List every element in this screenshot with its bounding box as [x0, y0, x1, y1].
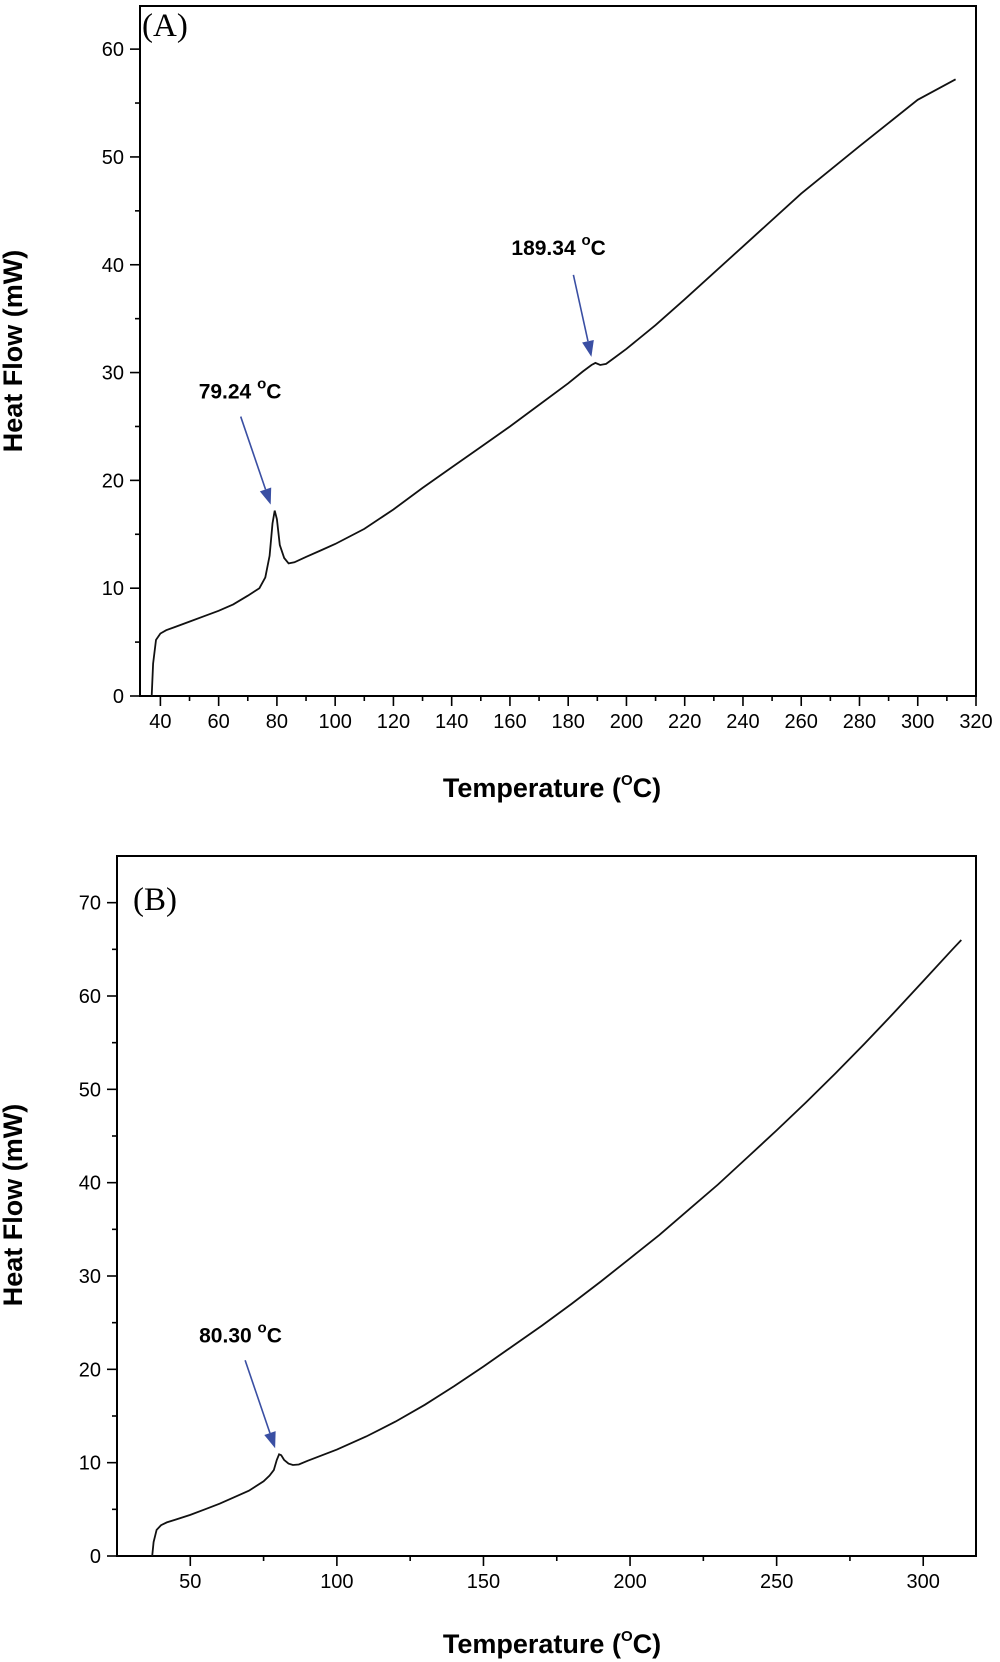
- y-tick-label-a: 20: [102, 470, 124, 492]
- x-tick-label-a: 280: [843, 711, 876, 733]
- y-tick-label-a: 60: [102, 39, 124, 61]
- x-tick-label-b: 150: [467, 1571, 500, 1593]
- annotation-label-unit: C: [267, 1324, 282, 1347]
- y-tick-label-b: 70: [79, 893, 101, 915]
- y-tick-label-b: 0: [90, 1546, 101, 1568]
- annotation-label-unit: C: [266, 381, 281, 404]
- y-tick-label-a: 50: [102, 147, 124, 169]
- annotation-arrow-head: [260, 487, 271, 504]
- y-tick-label-b: 30: [79, 1266, 101, 1288]
- x-tick-label-a: 260: [785, 711, 818, 733]
- series-line-b: [152, 940, 961, 1556]
- x-tick-label-b: 50: [179, 1571, 201, 1593]
- x-axis-title-a: Temperature (OC): [443, 772, 661, 803]
- chart-panel-a: 40 60 80 100 120 140 160 180 200 220 240 260 280 300 3…: [0, 6, 993, 803]
- x-axis-title-b-text: Temperature (: [443, 1629, 621, 1659]
- x-tick-label-a: 100: [318, 711, 351, 733]
- annotation-label-value: 189.34: [511, 237, 581, 260]
- annotation-label-unit: C: [591, 237, 606, 260]
- x-tick-label-b: 250: [760, 1571, 793, 1593]
- y-tick-label-a: 10: [102, 578, 124, 600]
- y-axis-title-b: Heat Flow (mW): [0, 1104, 28, 1307]
- x-axis-title-b-sup: O: [621, 1628, 633, 1645]
- y-tick-label-a: 0: [113, 686, 124, 708]
- y-tick-label-b: 60: [79, 986, 101, 1008]
- annotation-label-degree: o: [581, 232, 590, 249]
- annotation-arrow: [573, 275, 588, 341]
- annotation-arrow: [245, 1360, 270, 1433]
- x-axis-title-a-sup: O: [621, 772, 633, 789]
- plot-frame-b: [117, 856, 976, 1556]
- x-tick-label-a: 60: [208, 711, 230, 733]
- x-tick-label-a: 160: [493, 711, 526, 733]
- x-tick-label-a: 180: [552, 711, 585, 733]
- chart-panel-b: 50 100 150 200 250 300 0 10 20 30 40 50 60 70 80.30 o…: [0, 856, 976, 1659]
- curves-b: [152, 940, 961, 1556]
- x-tick-label-a: 240: [726, 711, 759, 733]
- annotation-arrow-head: [582, 340, 594, 357]
- annotation-label-degree: o: [257, 376, 266, 393]
- x-tick-label-a: 220: [668, 711, 701, 733]
- annotation-label: 80.30 oC: [199, 1319, 282, 1347]
- panel-label-a: (A): [142, 8, 188, 44]
- annotation-label-value: 80.30: [199, 1324, 257, 1347]
- figure: 40 60 80 100 120 140 160 180 200 220 240 260 280 300 3…: [0, 0, 1000, 1662]
- x-tick-label-a: 300: [901, 711, 934, 733]
- annotations-b: 80.30 oC: [199, 1319, 282, 1448]
- y-tick-label-b: 50: [79, 1079, 101, 1101]
- x-tick-label-a: 320: [959, 711, 992, 733]
- y-tick-label-a: 30: [102, 363, 124, 385]
- x-tick-label-a: 200: [610, 711, 643, 733]
- annotation-arrow: [241, 417, 266, 490]
- x-tick-label-b: 100: [320, 1571, 353, 1593]
- x-tick-label-b: 300: [907, 1571, 940, 1593]
- y-tick-label-b: 20: [79, 1359, 101, 1381]
- annotation-label-degree: o: [258, 1319, 267, 1336]
- y-tick-label-b: 10: [79, 1453, 101, 1475]
- ticks-b: 50 100 150 200 250 300 0 10 20 30 40 50 60 70: [79, 893, 940, 1593]
- x-tick-label-a: 140: [435, 711, 468, 733]
- annotation-label: 79.24 oC: [199, 376, 282, 404]
- panel-label-b: (B): [133, 882, 177, 918]
- annotation-arrow-head: [264, 1431, 275, 1448]
- x-tick-label-a: 120: [377, 711, 410, 733]
- x-tick-label-b: 200: [613, 1571, 646, 1593]
- y-tick-label-b: 40: [79, 1173, 101, 1195]
- annotation-label: 189.34 oC: [511, 232, 605, 260]
- y-tick-label-a: 40: [102, 255, 124, 277]
- y-axis-title-a: Heat Flow (mW): [0, 250, 28, 453]
- x-axis-title-b: Temperature (OC): [443, 1628, 661, 1659]
- plot-frame-a: [140, 6, 976, 696]
- x-tick-label-a: 80: [266, 711, 288, 733]
- x-axis-title-a-end: C): [633, 773, 662, 803]
- x-axis-title-a-text: Temperature (: [443, 773, 621, 803]
- x-tick-label-a: 40: [149, 711, 171, 733]
- x-axis-title-b-end: C): [633, 1629, 662, 1659]
- annotation-label-value: 79.24: [199, 381, 257, 404]
